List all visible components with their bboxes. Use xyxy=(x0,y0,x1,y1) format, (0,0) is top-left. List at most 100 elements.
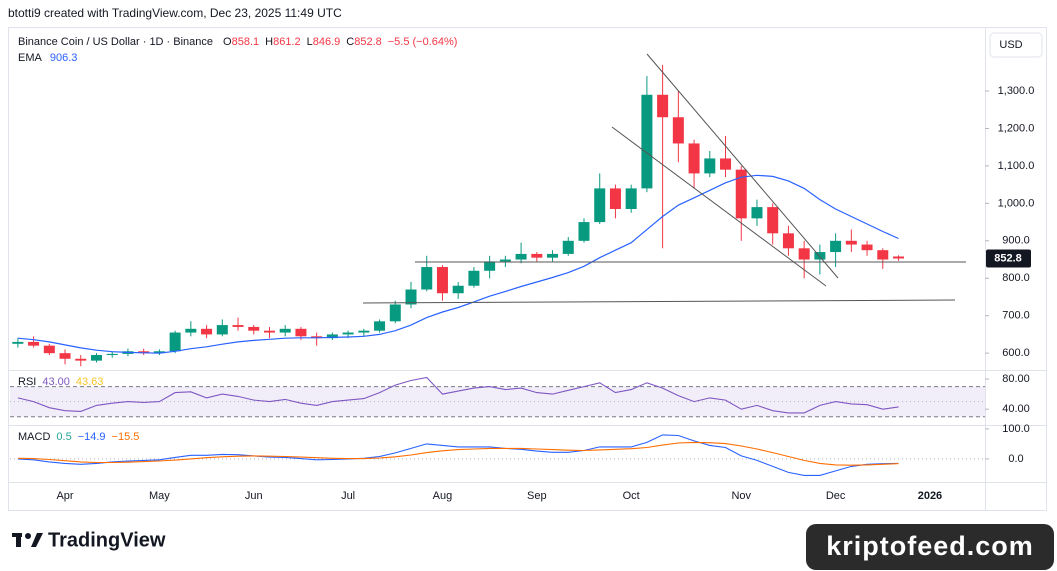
x-tick-label: Dec xyxy=(826,490,846,502)
logo-shape xyxy=(16,533,21,547)
x-tick-label: Nov xyxy=(731,490,751,502)
y-tick-label: 100.0 xyxy=(1002,423,1030,435)
candle-body xyxy=(232,325,244,327)
indicator-legend: MACD 0.5 −14.9 −15.5 xyxy=(18,431,139,443)
x-tick-label: Oct xyxy=(623,490,640,502)
indicator-line xyxy=(17,441,899,466)
candle-body xyxy=(704,158,716,174)
candle-body xyxy=(43,345,55,354)
drawings xyxy=(362,53,966,304)
chart-frame xyxy=(8,27,1047,511)
candle-body xyxy=(59,353,71,359)
candle-body xyxy=(861,244,873,251)
candle-body xyxy=(893,256,905,259)
ohlc-label: L xyxy=(307,36,313,48)
candle-body xyxy=(798,248,810,260)
ema-line xyxy=(17,174,899,354)
candle-body xyxy=(374,321,386,331)
candle-body xyxy=(326,334,338,339)
indicator-title: MACD xyxy=(18,431,50,443)
candle-body xyxy=(484,261,496,271)
candle-body xyxy=(499,259,511,262)
ohlc-label: C xyxy=(346,36,354,48)
indicator-line xyxy=(17,376,899,414)
candle-body xyxy=(830,240,842,253)
y-tick-label: 1,300.0 xyxy=(998,85,1035,97)
y-tick-label: 80.00 xyxy=(1002,373,1030,385)
candle-body xyxy=(468,270,480,286)
candle-body xyxy=(279,328,291,333)
ohlc-value: 852.8 xyxy=(354,36,382,48)
candle-body xyxy=(90,355,102,361)
attribution: btotti9 created with TradingView.com, De… xyxy=(8,6,342,20)
candle-body xyxy=(389,304,401,322)
x-tick-label: Jul xyxy=(341,490,355,502)
candle-body xyxy=(185,328,197,333)
candle-body xyxy=(169,332,181,352)
trend-line xyxy=(646,53,839,279)
y-tick-label: 0.0 xyxy=(1008,453,1023,465)
logo-shape xyxy=(31,533,43,547)
candle-body xyxy=(531,253,543,258)
legend-row: EMA 906.3 xyxy=(18,52,77,64)
candle-body xyxy=(436,267,448,294)
candle-body xyxy=(735,169,747,219)
last-price-label: 852.8 xyxy=(994,252,1022,264)
ohlc-label: H xyxy=(265,36,273,48)
symbol-title: Binance Coin / US Dollar · 1D · Binance xyxy=(18,36,213,48)
currency-button[interactable] xyxy=(989,32,1043,58)
y-tick-label: 900.0 xyxy=(1002,235,1030,247)
series-value: 906.3 xyxy=(50,52,78,64)
candle-body xyxy=(342,332,354,335)
candle-body xyxy=(106,353,118,356)
indicator-value: −14.9 xyxy=(78,431,106,443)
ohlc-value: 861.2 xyxy=(273,36,301,48)
y-tick-label: 40.00 xyxy=(1002,403,1030,415)
ohlc-value: 846.9 xyxy=(313,36,341,48)
candle-body xyxy=(578,222,590,241)
y-tick-label: 1,200.0 xyxy=(998,122,1035,134)
indicator-value: −15.5 xyxy=(112,431,140,443)
candle-body xyxy=(153,351,165,354)
y-tick-label: 1,000.0 xyxy=(998,197,1035,209)
candle-body xyxy=(405,289,417,305)
x-tick-label: 2026 xyxy=(918,490,942,502)
y-tick-label: 800.0 xyxy=(1002,272,1030,284)
candle-body xyxy=(75,358,87,361)
indicator-value: 0.5 xyxy=(56,431,71,443)
candle-body xyxy=(814,252,826,260)
candle-body xyxy=(515,253,527,260)
x-tick-label: Jun xyxy=(245,490,263,502)
series-name: EMA xyxy=(18,52,43,64)
candle-body xyxy=(263,330,275,333)
indicator-title: RSI xyxy=(18,376,36,388)
candle-body xyxy=(767,207,779,234)
ohlc-label: O xyxy=(223,36,232,48)
candle-body xyxy=(12,341,24,344)
indicator-legend: RSI 43.00 43.63 xyxy=(18,376,103,388)
candle-body xyxy=(201,328,213,335)
candle-body xyxy=(594,188,606,223)
x-tick-label: Sep xyxy=(527,490,547,502)
candle-body xyxy=(641,94,653,189)
candle-body xyxy=(720,158,732,170)
brand-name: TradingView xyxy=(48,529,166,551)
change-value: −5.5 (−0.64%) xyxy=(388,36,458,48)
candle-body xyxy=(452,285,464,294)
candle-body xyxy=(216,325,228,335)
candle-body xyxy=(547,253,559,258)
x-tick-label: May xyxy=(149,490,170,502)
candle-body xyxy=(625,188,637,209)
candle-body xyxy=(657,94,669,118)
candle-body xyxy=(609,188,621,209)
trend-line xyxy=(362,299,956,304)
currency-label[interactable]: USD xyxy=(999,39,1022,51)
candle-body xyxy=(877,250,889,260)
candle-body xyxy=(358,330,370,333)
logo-shape xyxy=(25,533,31,539)
candle-body xyxy=(751,207,763,219)
last-price-tag xyxy=(986,249,1031,268)
y-tick-label: 1,100.0 xyxy=(998,160,1035,172)
